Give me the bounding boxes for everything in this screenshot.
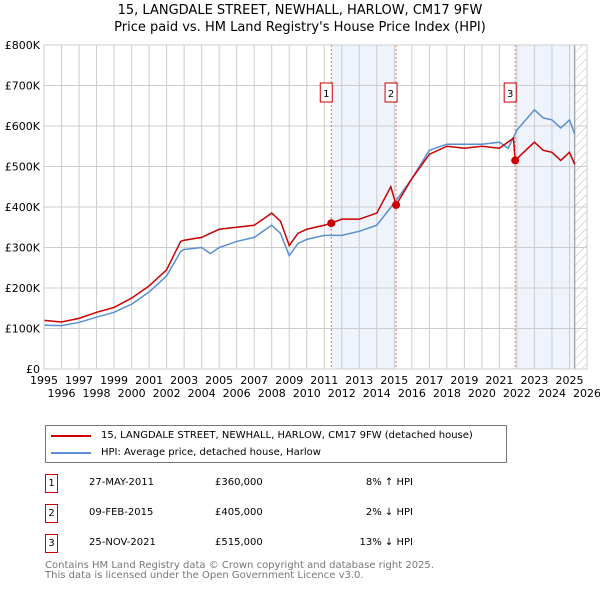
sale-point (511, 156, 520, 165)
chart-title: 15, LANGDALE STREET, NEWHALL, HARLOW, CM… (117, 3, 483, 18)
legend-property: 15, LANGDALE STREET, NEWHALL, HARLOW, CM… (101, 430, 473, 441)
x-tick-label: 1999 (100, 374, 128, 387)
x-tick-label: 1996 (48, 387, 76, 400)
transaction-price: £515,000 (215, 537, 263, 548)
y-tick-label: £300K (5, 242, 41, 255)
y-tick-label: £200K (5, 282, 41, 295)
x-tick-label: 1995 (30, 374, 58, 387)
x-tick-label: 2014 (363, 387, 391, 400)
transaction-hpi-diff: 13% ↓ HPI (359, 537, 413, 548)
sale-label-box (503, 82, 517, 103)
footer: Contains HM Land Registry data © Crown c… (45, 561, 434, 581)
footer-copyright: Contains HM Land Registry data © Crown c… (45, 560, 434, 571)
x-tick-label: 2009 (275, 374, 303, 387)
y-tick-label: £400K (5, 201, 41, 214)
y-tick-label: £100K (5, 323, 41, 336)
x-tick-label: 1998 (83, 387, 111, 400)
x-tick-label: 2005 (205, 374, 233, 387)
x-tick-label: 2004 (188, 387, 216, 400)
transaction-number: 3 (45, 534, 58, 553)
x-tick-label: 2020 (468, 387, 496, 400)
plot-frame (43, 44, 588, 370)
transaction-date: 25-NOV-2021 (89, 537, 156, 548)
sale-label-box (319, 82, 333, 103)
chart-subtitle: Price paid vs. HM Land Registry's House … (114, 20, 486, 35)
transaction-number: 1 (45, 474, 58, 493)
x-tick-label: 2006 (223, 387, 251, 400)
x-tick-label: 2025 (555, 374, 583, 387)
transaction-date: 09-FEB-2015 (89, 507, 154, 518)
x-tick-label: 2003 (170, 374, 198, 387)
y-tick-label: £0 (26, 363, 40, 376)
x-tick-label: 2008 (258, 387, 286, 400)
y-tick-label: £600K (5, 120, 41, 133)
x-tick-label: 2012 (328, 387, 356, 400)
transaction-price: £405,000 (215, 507, 263, 518)
x-tick-label: 2024 (538, 387, 566, 400)
transaction-date: 27-MAY-2011 (89, 477, 155, 488)
x-tick-label: 2011 (310, 374, 338, 387)
x-tick-label: 2016 (398, 387, 426, 400)
transaction-hpi-diff: 8% ↑ HPI (365, 477, 413, 488)
y-tick-label: £700K (5, 80, 41, 93)
footer-licence: This data is licensed under the Open Gov… (45, 570, 364, 581)
x-tick-label: 2018 (433, 387, 461, 400)
price-chart: 1995199619971998199920002001200220032004… (5, 39, 600, 400)
x-tick-label: 2022 (503, 387, 531, 400)
x-tick-label: 2001 (135, 374, 163, 387)
x-tick-label: 2007 (240, 374, 268, 387)
legend-swatch-property (51, 434, 91, 437)
x-tick-label: 2002 (153, 387, 181, 400)
sale-label: 3 (507, 89, 513, 100)
sale-point (392, 200, 401, 209)
x-tick-label: 2010 (293, 387, 321, 400)
transaction-number: 2 (45, 504, 58, 523)
hpi-line (43, 108, 576, 327)
x-tick-label: 2013 (345, 374, 373, 387)
x-tick-label: 2026 (573, 387, 600, 400)
x-tick-label: 2019 (450, 374, 478, 387)
x-tick-label: 2017 (415, 374, 443, 387)
x-tick-label: 2023 (520, 374, 548, 387)
sale-label-box (384, 82, 398, 103)
transaction-row: 1 27-MAY-2011 £360,000 8% ↑ HPI (45, 474, 445, 494)
transaction-row: 3 25-NOV-2021 £515,000 13% ↓ HPI (45, 534, 445, 554)
sale-label: 2 (388, 89, 394, 100)
y-tick-label: £800K (5, 39, 41, 52)
legend-swatch-hpi (51, 451, 91, 454)
property-line (43, 136, 576, 323)
y-tick-label: £500K (5, 161, 41, 174)
sale-label: 1 (323, 89, 329, 100)
x-tick-label: 1997 (65, 374, 93, 387)
transaction-price: £360,000 (215, 477, 263, 488)
sale-point (327, 219, 336, 228)
x-tick-label: 2000 (118, 387, 146, 400)
transaction-row: 2 09-FEB-2015 £405,000 2% ↓ HPI (45, 504, 445, 524)
legend-hpi: HPI: Average price, detached house, Harl… (101, 447, 321, 458)
x-tick-label: 2015 (380, 374, 408, 387)
legend: 15, LANGDALE STREET, NEWHALL, HARLOW, CM… (45, 425, 507, 463)
x-tick-label: 2021 (485, 374, 513, 387)
transaction-hpi-diff: 2% ↓ HPI (365, 507, 413, 518)
